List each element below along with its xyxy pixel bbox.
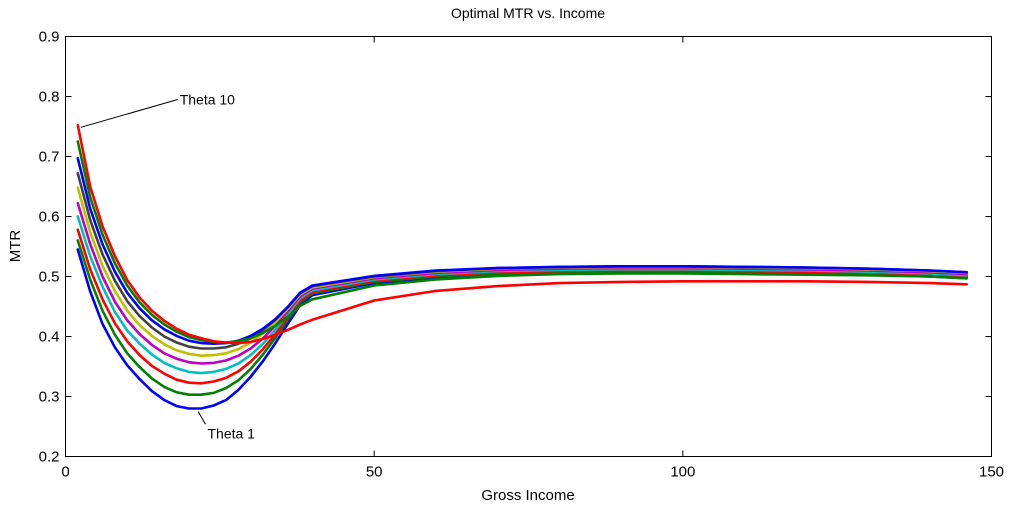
x-tick-label: 150 <box>979 464 1004 481</box>
x-tick-label: 100 <box>670 464 695 481</box>
annotations: Theta 10 Theta 1 <box>80 92 255 441</box>
y-tick-label: 0.2 <box>39 449 60 466</box>
series-line-7 <box>76 172 969 350</box>
series-line-9 <box>76 140 969 344</box>
y-tick-label: 0.7 <box>39 149 60 166</box>
axes-frame <box>65 36 992 457</box>
chart-title: Optimal MTR vs. Income <box>451 5 605 21</box>
annotation-leader-2 <box>197 411 206 425</box>
y-tick-label: 0.5 <box>39 269 60 286</box>
annotation-leader-1 <box>80 99 178 128</box>
y-tick-label: 0.4 <box>39 329 60 346</box>
x-axis-label: Gross Income <box>481 487 574 504</box>
series-line-10 <box>76 124 969 345</box>
y-axis-label: MTR <box>7 230 24 263</box>
y-tick-label: 0.8 <box>39 89 60 106</box>
x-tick-label: 0 <box>61 464 69 481</box>
y-tick-label: 0.3 <box>39 389 60 406</box>
y-tick-label: 0.6 <box>39 209 60 226</box>
series-line-8 <box>76 157 969 345</box>
annotation-label-2: Theta 1 <box>207 425 255 441</box>
axis-ticks: 0 50 100 150 0.2 0.3 0.4 0.5 0.6 0.7 0.8 0.9 <box>39 29 1004 481</box>
series-line-3 <box>76 228 969 385</box>
x-tick-label: 50 <box>366 464 383 481</box>
y-tick-label: 0.9 <box>39 29 60 46</box>
plot-area <box>76 124 969 410</box>
annotation-label-1: Theta 10 <box>180 92 235 108</box>
